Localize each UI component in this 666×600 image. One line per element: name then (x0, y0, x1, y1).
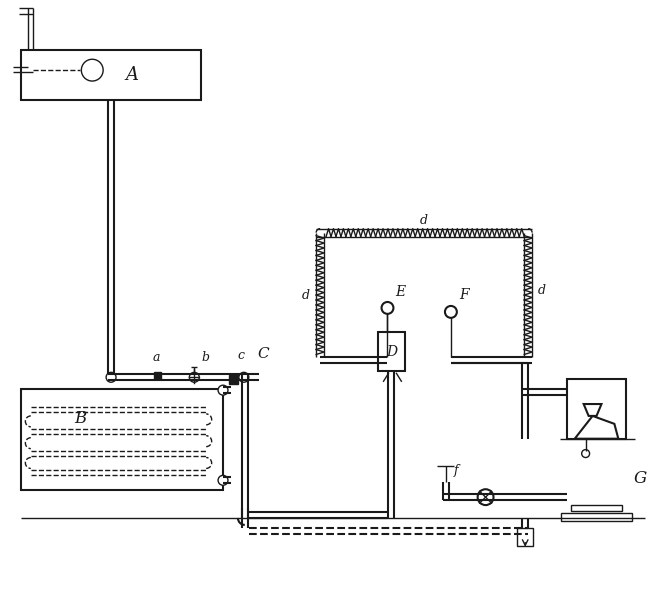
Bar (21, 50, 201, 100)
Text: d: d (302, 289, 310, 302)
Bar (229, 375, 238, 384)
Text: B: B (74, 410, 87, 427)
Text: d: d (420, 214, 428, 227)
Text: b: b (201, 351, 209, 364)
Bar (378, 332, 406, 371)
Bar (154, 373, 161, 379)
Circle shape (218, 475, 228, 485)
Circle shape (581, 449, 589, 458)
Bar (21, 389, 223, 490)
Circle shape (382, 302, 394, 314)
Text: d: d (538, 284, 546, 296)
Text: f: f (454, 464, 459, 477)
Text: C: C (258, 347, 269, 361)
Text: c: c (238, 349, 245, 362)
Bar (567, 379, 626, 439)
Circle shape (106, 373, 116, 382)
Polygon shape (575, 416, 618, 439)
Text: E: E (396, 285, 406, 299)
Bar (561, 513, 632, 521)
Text: a: a (153, 351, 161, 364)
Circle shape (218, 385, 228, 395)
Circle shape (445, 306, 457, 318)
Text: F: F (459, 288, 468, 302)
Text: D: D (386, 344, 397, 359)
Text: G: G (633, 470, 647, 487)
Polygon shape (583, 404, 601, 416)
Circle shape (239, 373, 249, 382)
Text: A: A (125, 66, 139, 84)
Bar (571, 505, 622, 511)
Circle shape (478, 489, 494, 505)
Bar (517, 528, 533, 546)
Circle shape (189, 373, 199, 382)
Circle shape (81, 59, 103, 81)
